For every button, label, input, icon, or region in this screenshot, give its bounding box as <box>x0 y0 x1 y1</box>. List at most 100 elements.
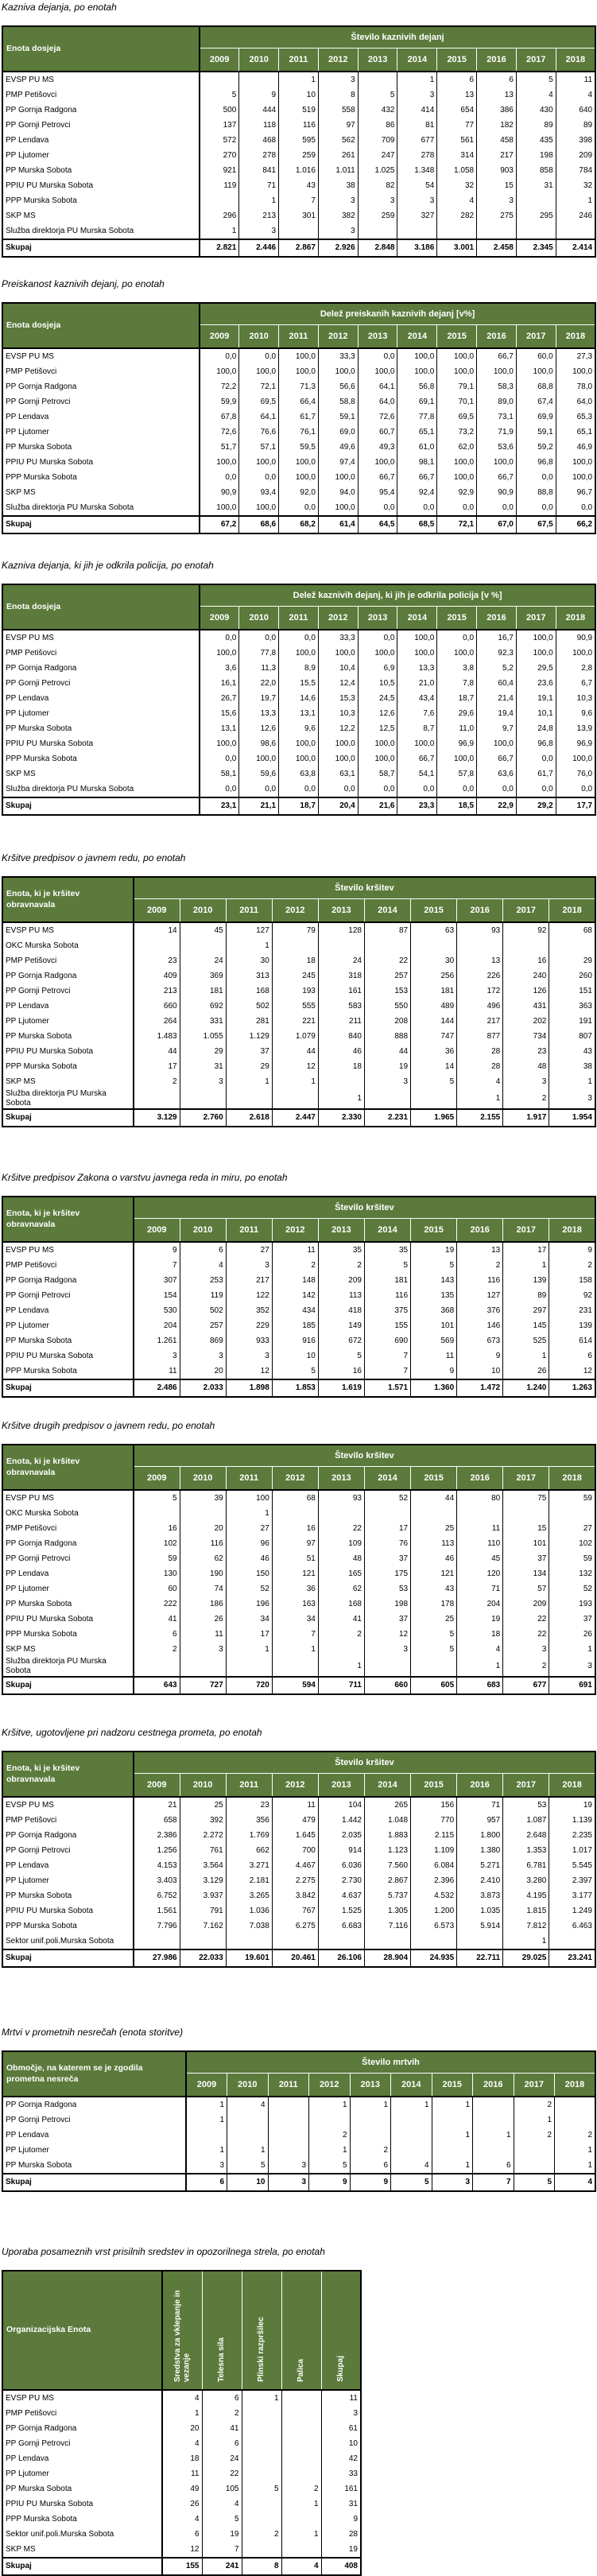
cell-value: 59,5 <box>278 440 319 455</box>
cell-value <box>225 1934 273 1949</box>
cell-value: 4 <box>281 2557 321 2575</box>
cell-value: 605 <box>410 1676 457 1694</box>
table-row: PP Lendava 530 502 352 434 418 375 368 376 297 231 <box>2 1303 595 1318</box>
cell-value: 614 <box>549 1333 595 1348</box>
year-header: 2016 <box>456 898 503 923</box>
table-title: Kazniva dejanja, ki jih je odkrila polic… <box>2 560 214 571</box>
year-header: 2009 <box>133 1218 180 1243</box>
cell-value: 1.348 <box>397 163 437 178</box>
cell-value: 1 <box>241 2390 281 2406</box>
year-header: 2017 <box>513 2073 555 2097</box>
cell-value: 61,7 <box>278 409 319 425</box>
cell-value: 1 <box>317 1089 365 1109</box>
row-label: PMP Petišovci <box>2 1521 134 1536</box>
cell-value: 86 <box>357 118 397 133</box>
table-row: PP Lendava 660 692 502 555 583 550 489 496 431 363 <box>2 999 595 1014</box>
table-title: Uporaba posameznih vrst prisilnih sredst… <box>2 2246 325 2257</box>
cell-value: 3 <box>549 1089 595 1109</box>
cell-value: 23 <box>133 953 180 968</box>
cell-value: 1 <box>225 938 273 953</box>
cell-value: 2 <box>513 2128 555 2143</box>
cell-value: 44 <box>133 1044 180 1059</box>
cell-value: 24 <box>317 953 365 968</box>
cell-value: 0,0 <box>397 500 437 516</box>
cell-value: 458 <box>476 133 517 148</box>
table-row: PPP Murska Sobota 4 5 9 <box>2 2512 361 2527</box>
cell-value: 2.414 <box>555 239 596 257</box>
cell-value: 3 <box>238 223 279 239</box>
cell-value: 90,9 <box>199 485 239 500</box>
data-table: Enota dosjeja Delež kaznivih dejanj, ki j… <box>2 584 597 816</box>
cell-value: 1 <box>225 1642 273 1657</box>
cell-value: 1 <box>238 193 279 208</box>
header-span-row: Enota dosjeja Delež kaznivih dejanj, ki j… <box>2 584 596 630</box>
row-label: PP Gornji Petrovci <box>2 118 200 133</box>
cell-value: 68 <box>549 922 595 938</box>
cell-value: 59,6 <box>238 766 279 782</box>
year-header: 2015 <box>436 324 477 349</box>
cell-value: 247 <box>357 148 397 163</box>
row-label: PMP Petišovci <box>2 1813 134 1828</box>
cell-value: 12 <box>161 2542 202 2558</box>
header-years-row: 2009 2010 2011 2012 2013 2014 2015 2016 2017 2018 <box>2 324 596 349</box>
cell-value: 65,1 <box>555 425 596 440</box>
table-row: PP Gornja Radgona 20 41 61 <box>2 2421 361 2436</box>
cell-value: 66,7 <box>476 751 517 766</box>
cell-value: 75 <box>502 1490 549 1506</box>
cell-value: 562 <box>317 133 359 148</box>
table-section-2: Preiskanost kaznivih dejanj, po enotah En… <box>2 278 597 534</box>
row-header-label: Organizacijska Enota <box>2 2271 163 2391</box>
cell-value: 69,1 <box>397 394 437 409</box>
cell-value: 53,6 <box>476 440 517 455</box>
cell-value: 3 <box>185 2158 227 2174</box>
cell-value: 1.442 <box>317 1813 365 1828</box>
cell-value: 6.275 <box>271 1918 319 1934</box>
cell-value <box>271 1657 319 1677</box>
column-header-text: Sredstva za vklepanje in vezanje <box>173 2290 192 2382</box>
cell-value: 3 <box>267 2173 309 2191</box>
cell-value: 278 <box>397 148 437 163</box>
cell-value: 67,4 <box>515 394 556 409</box>
cell-value: 468 <box>238 133 279 148</box>
cell-value: 555 <box>271 999 319 1014</box>
cell-value: 26 <box>502 1364 549 1379</box>
cell-value <box>349 2128 391 2143</box>
cell-value <box>317 1074 365 1089</box>
cell-value: 1 <box>456 1089 503 1109</box>
cell-value: 56,8 <box>397 379 437 394</box>
cell-value: 19 <box>201 2527 242 2542</box>
cell-value: 52 <box>225 1581 273 1596</box>
cell-value <box>281 2512 321 2527</box>
cell-value: 100,0 <box>238 500 279 516</box>
cell-value: 59 <box>133 1551 180 1566</box>
cell-value: 489 <box>410 999 457 1014</box>
table-row: EVSP PU MS 4 6 1 11 <box>2 2390 361 2406</box>
row-label: PMP Petišovci <box>2 1258 134 1273</box>
row-label: PP Lendava <box>2 2451 163 2466</box>
cell-value: 119 <box>179 1288 227 1303</box>
cell-value: 149 <box>317 1318 365 1333</box>
cell-value: 2.410 <box>456 1873 503 1888</box>
table-row: PP Ljutomer 15,6 13,3 13,1 10,3 12,6 7,6 29,6 19… <box>2 706 596 721</box>
year-header: 2012 <box>271 1218 319 1243</box>
cell-value: 282 <box>436 208 477 223</box>
cell-value <box>472 2097 514 2112</box>
cell-value: 67,2 <box>199 515 239 533</box>
data-table: Enota, ki je kršitev obravnavala Število … <box>2 1444 596 1695</box>
year-header: 2011 <box>278 324 319 349</box>
year-header: 2010 <box>179 1466 227 1491</box>
cell-value: 100,0 <box>317 470 359 485</box>
cell-value: 80 <box>456 1490 503 1506</box>
cell-value: 5 <box>410 1074 457 1089</box>
year-header: 2010 <box>179 1218 227 1243</box>
cell-value: 2.231 <box>363 1108 411 1127</box>
header-span-row: Enota dosjeja Delež preiskanih kaznivih d… <box>2 303 596 349</box>
cell-value: 2.618 <box>225 1108 273 1127</box>
cell-value: 1 <box>472 2128 514 2143</box>
row-label: Skupaj <box>2 2173 187 2191</box>
cell-value <box>199 193 239 208</box>
cell-value: 63,6 <box>476 766 517 782</box>
cell-value: 26.106 <box>317 1949 365 1967</box>
cell-value: 72,1 <box>238 379 279 394</box>
cell-value: 100,0 <box>436 364 477 379</box>
